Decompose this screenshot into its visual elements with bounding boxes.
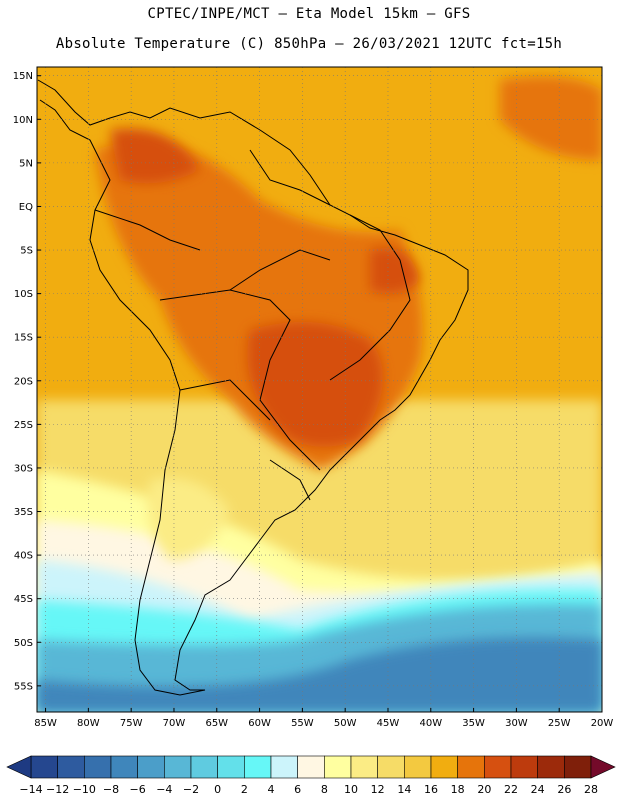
colorbar-tick-label: 12	[371, 783, 385, 796]
lon-label: 65W	[205, 718, 228, 729]
lon-label: 85W	[34, 718, 57, 729]
colorbar-swatch	[297, 755, 325, 779]
colorbar-swatch	[404, 755, 432, 779]
lat-label: 10S	[14, 289, 33, 300]
temperature-field	[37, 67, 602, 712]
lon-label: 45W	[377, 718, 400, 729]
lat-label: 5N	[19, 158, 33, 169]
colorbar-tick-label: 18	[451, 783, 465, 796]
colorbar-swatch	[457, 755, 485, 779]
colorbar-tick-label: 24	[531, 783, 545, 796]
chart-title-line2: Absolute Temperature (C) 850hPa – 26/03/…	[55, 36, 563, 52]
colorbar-swatch	[324, 755, 352, 779]
colorbar-tick-label: 8	[321, 783, 328, 796]
lat-label: 10N	[13, 115, 33, 126]
colorbar-swatch	[30, 755, 58, 779]
lon-label: 50W	[334, 718, 357, 729]
colorbar-tick-label: 4	[268, 783, 275, 796]
colorbar-tick-label: 2	[241, 783, 248, 796]
lon-label: 20W	[591, 718, 614, 729]
colorbar-swatch	[430, 755, 458, 779]
colorbar-swatch	[377, 755, 405, 779]
colorbar-tick-label: −8	[103, 783, 119, 796]
lon-label: 40W	[419, 718, 442, 729]
colorbar-tick-label: 0	[214, 783, 221, 796]
colorbar-tick-label: 20	[477, 783, 491, 796]
colorbar-swatch	[217, 755, 245, 779]
colorbar-tick-label: −2	[183, 783, 199, 796]
lon-label: 35W	[462, 718, 485, 729]
lon-label: 25W	[548, 718, 571, 729]
colorbar-tick-label: 14	[397, 783, 411, 796]
colorbar-swatch	[137, 755, 165, 779]
colorbar-swatch	[270, 755, 298, 779]
colorbar	[6, 755, 616, 779]
colorbar-tick-label: −10	[73, 783, 96, 796]
colorbar-under-arrow	[6, 755, 32, 779]
lon-label: 55W	[291, 718, 314, 729]
lat-label: 5S	[20, 246, 33, 257]
colorbar-swatch	[244, 755, 272, 779]
colorbar-tick-label: 28	[584, 783, 598, 796]
colorbar-labels: −14 −12 −10 −8 −6 −4 −2 0 2 4 6 8 10 12 14 16 18 20 22 24 26…	[19, 783, 598, 796]
lon-label: 70W	[163, 718, 186, 729]
colorbar-swatch	[110, 755, 138, 779]
lat-label: 35S	[14, 507, 33, 518]
colorbar-swatch	[57, 755, 85, 779]
colorbar-swatch	[350, 755, 378, 779]
map-frame	[36, 66, 603, 713]
colorbar-swatch	[537, 755, 565, 779]
colorbar-tick-label: 16	[424, 783, 438, 796]
lat-label: 25S	[14, 420, 33, 431]
colorbar-swatch	[564, 755, 592, 779]
colorbar-tick-label: −12	[46, 783, 69, 796]
lat-label: 40S	[14, 551, 33, 562]
lat-label: 20S	[14, 376, 33, 387]
latitude-labels: 15N 10N 5N EQ 5S 10S 15S 20S 25S 30S 35S 40S 45S 50S 5…	[13, 71, 41, 692]
colorbar-over-arrow	[590, 755, 616, 779]
colorbar-tick-label: −6	[130, 783, 146, 796]
colorbar-swatch	[164, 755, 192, 779]
colorbar-swatch	[190, 755, 218, 779]
coastlines	[37, 79, 469, 696]
lon-label: 75W	[120, 718, 143, 729]
lat-label: 55S	[14, 681, 33, 692]
chart-title-line1: CPTEC/INPE/MCT – Eta Model 15km – GFS	[147, 6, 471, 22]
lat-label: 15N	[13, 71, 33, 82]
colorbar-swatch	[484, 755, 512, 779]
lon-label: 60W	[248, 718, 271, 729]
lon-label: 30W	[505, 718, 528, 729]
colorbar-swatch	[84, 755, 112, 779]
colorbar-tick-label: 22	[504, 783, 518, 796]
lat-label: 30S	[14, 463, 33, 474]
colorbar-swatch	[510, 755, 538, 779]
colorbar-tick-label: −4	[156, 783, 172, 796]
lon-label: 80W	[77, 718, 100, 729]
longitude-labels: 85W 80W 75W 70W 65W 60W 55W 50W 45W 40W 35W 30W 25W 2…	[34, 708, 613, 729]
colorbar-tick-label: 26	[557, 783, 571, 796]
colorbar-tick-label: −14	[19, 783, 42, 796]
lat-label: 50S	[14, 638, 33, 649]
lat-label: 45S	[14, 594, 33, 605]
colorbar-tick-label: 6	[294, 783, 301, 796]
lat-label: 15S	[14, 333, 33, 344]
lat-label: EQ	[19, 202, 33, 213]
colorbar-tick-label: 10	[344, 783, 358, 796]
